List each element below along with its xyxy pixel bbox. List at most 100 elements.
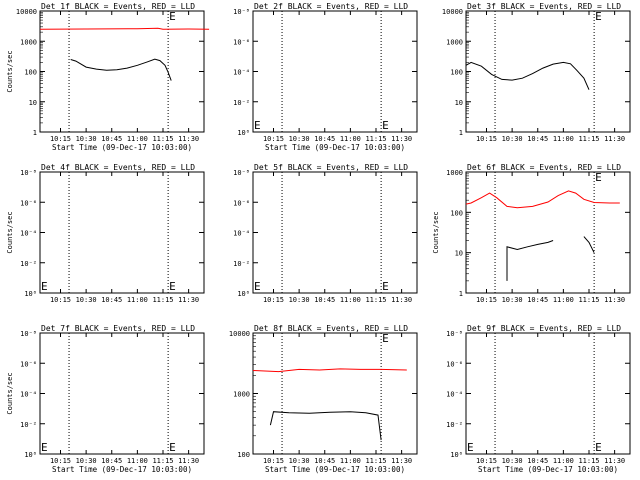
panel-title: Det 7f BLACK = Events, RED = LLD [41,324,195,333]
e-marker: E [467,441,474,454]
x-tick-label: 11:15 [578,135,599,143]
series-line [269,411,382,441]
x-axis-label: Start Time (09-Dec-17 10:03:00) [478,465,618,474]
y-tick-label: 100 [450,69,463,77]
series-line [39,27,210,30]
plot-frame [465,171,631,294]
x-axis-label: Start Time (09-Dec-17 10:03:00) [52,143,192,152]
x-tick-label: 10:30 [502,296,523,304]
x-tick-label: 10:45 [101,457,122,465]
x-tick-label: 10:15 [476,135,497,143]
e-marker: E [382,119,389,132]
plot-frame [252,10,418,133]
series-line [506,236,595,281]
x-tick-label: 11:00 [553,457,574,465]
x-axis-label: Start Time (09-Dec-17 10:03:00) [265,143,405,152]
x-tick-label: 11:15 [152,457,173,465]
y-tick-label: 1000 [20,38,37,46]
x-tick-label: 11:30 [604,457,625,465]
x-tick-label: 11:15 [152,296,173,304]
e-marker: E [169,10,176,23]
detector-panel: Det 6f BLACK = Events, RED = LLD 1 10 100 10… [432,163,631,304]
x-tick-label: 11:30 [391,135,412,143]
x-tick-label: 10:30 [502,457,523,465]
y-tick-label: 1 [459,129,463,137]
x-tick-label: 10:45 [527,296,548,304]
y-tick-label: 10⁻⁴ [446,391,463,399]
e-marker: E [382,332,389,345]
series-line [252,368,407,373]
e-marker: E [254,280,261,293]
series-line [465,61,590,90]
y-axis-label: Counts/sec [6,50,14,92]
x-tick-label: 11:00 [127,135,148,143]
y-tick-label: 100 [24,69,37,77]
x-tick-label: 10:45 [314,135,335,143]
y-tick-label: 10 [29,99,37,107]
x-tick-label: 11:15 [365,135,386,143]
y-tick-label: 10⁻⁸ [233,169,250,177]
y-tick-label: 100 [237,451,250,459]
e-marker: E [595,10,602,23]
plot-frame [465,332,631,455]
x-tick-label: 11:15 [152,135,173,143]
x-tick-label: 11:30 [178,135,199,143]
y-tick-label: 1 [459,290,463,298]
e-marker: E [41,280,48,293]
plot-frame [39,171,205,294]
x-tick-label: 10:30 [502,135,523,143]
y-tick-label: 10⁰ [24,451,37,459]
x-tick-label: 11:00 [340,135,361,143]
e-marker: E [254,119,261,132]
x-axis-label: Start Time (09-Dec-17 10:03:00) [265,465,405,474]
plot-frame [252,332,418,455]
x-tick-label: 10:30 [76,457,97,465]
y-tick-label: 10⁻⁶ [233,38,250,46]
y-tick-label: 10 [455,250,463,258]
detector-panel: Det 8f BLACK = Events, RED = LLD 100 1000 1… [229,324,418,474]
x-tick-label: 10:15 [476,457,497,465]
e-marker: E [169,441,176,454]
y-axis-label: Counts/sec [6,211,14,253]
x-tick-label: 10:30 [289,296,310,304]
y-tick-label: 10⁻⁴ [233,230,250,238]
panel-title: Det 1f BLACK = Events, RED = LLD [41,2,195,11]
x-tick-label: 11:00 [553,135,574,143]
e-marker: E [595,171,602,184]
y-tick-label: 100 [450,209,463,217]
x-tick-label: 11:00 [127,296,148,304]
x-tick-label: 10:45 [527,135,548,143]
detector-panel: Det 5f BLACK = Events, RED = LLD 10⁰ 10⁻² 1… [233,163,418,304]
x-tick-label: 10:45 [101,296,122,304]
x-tick-label: 10:30 [289,135,310,143]
x-tick-label: 10:15 [476,296,497,304]
x-tick-label: 11:00 [127,457,148,465]
plot-frame [465,10,631,133]
y-tick-label: 10000 [442,8,463,16]
panel-title: Det 4f BLACK = Events, RED = LLD [41,163,195,172]
x-tick-label: 10:45 [527,457,548,465]
y-tick-label: 10⁻² [233,99,250,107]
x-axis-label: Start Time (09-Dec-17 10:03:00) [52,465,192,474]
y-tick-label: 10⁰ [24,290,37,298]
detector-panel: Det 1f BLACK = Events, RED = LLD 1 10 100 10… [6,2,210,152]
y-tick-label: 1000 [446,38,463,46]
y-tick-label: 10⁻⁴ [20,391,37,399]
e-marker: E [169,280,176,293]
x-tick-label: 11:15 [578,457,599,465]
plot-frame [252,171,418,294]
e-marker: E [595,441,602,454]
x-tick-label: 11:30 [604,135,625,143]
x-tick-label: 10:15 [50,135,71,143]
y-tick-label: 10⁻⁸ [233,8,250,16]
y-tick-label: 10 [455,99,463,107]
x-tick-label: 10:30 [289,457,310,465]
x-tick-label: 11:00 [553,296,574,304]
y-axis-label: Counts/sec [432,211,440,253]
e-marker: E [41,441,48,454]
y-tick-label: 10⁻⁸ [20,330,37,338]
detector-panel: Det 2f BLACK = Events, RED = LLD 10⁰ 10⁻² 1… [233,2,418,152]
x-tick-label: 11:30 [604,296,625,304]
x-tick-label: 11:00 [340,457,361,465]
